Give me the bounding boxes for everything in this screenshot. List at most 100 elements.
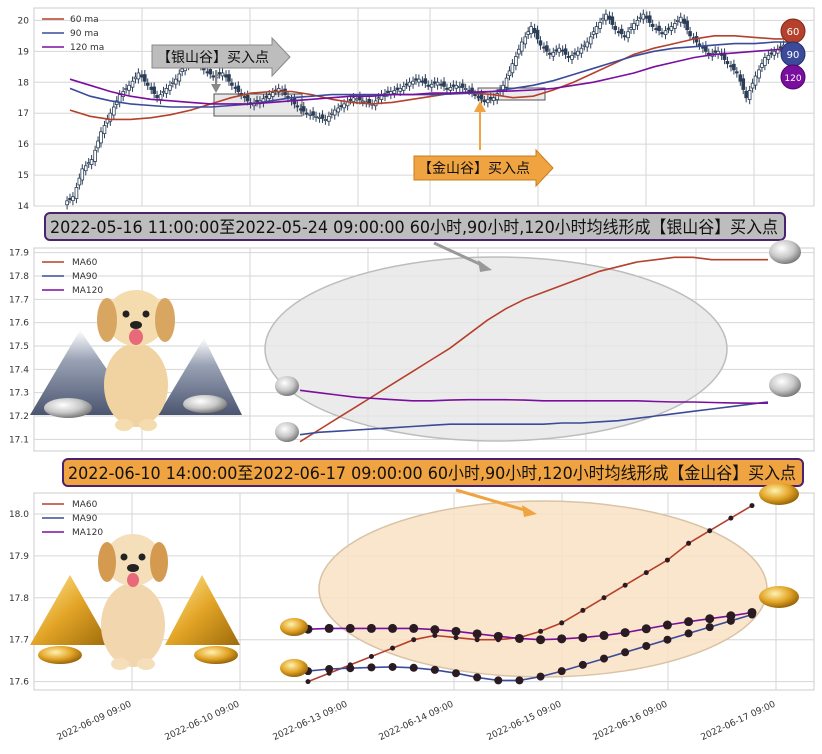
candle-body: [423, 78, 428, 84]
candle-body: [205, 71, 210, 74]
silver-banner-text: 2022-05-16 11:00:00至2022-05-24 09:00:00 …: [50, 218, 778, 238]
candle-body: [638, 16, 643, 19]
candle-body: [339, 105, 343, 108]
candle-body: [439, 83, 443, 86]
candle-body: [463, 88, 468, 91]
gold-pyramid-right: [165, 575, 240, 645]
candle-body: [535, 29, 540, 40]
candle-body: [560, 49, 565, 52]
candle-body: [301, 106, 306, 112]
candle-body: [140, 74, 144, 78]
ma90-point: [388, 662, 397, 671]
ma120-point: [536, 635, 546, 645]
badge-90-label: 90: [787, 50, 800, 61]
ma60-point: [474, 637, 480, 643]
gold-valley-panel: 17.617.717.817.918.0 2022-06-09 09:00 202…: [9, 483, 815, 743]
candle-body: [224, 74, 228, 78]
candle-body: [99, 131, 103, 144]
ma120-line: [69, 47, 796, 105]
candle-body: [164, 88, 169, 94]
legend-label-ma90-gold: MA90: [72, 514, 98, 524]
candle-body: [744, 90, 748, 99]
candle-body: [542, 46, 546, 49]
candle-body: [102, 125, 107, 135]
candle-body: [504, 77, 509, 88]
candle-body: [678, 16, 683, 23]
candle-body: [320, 114, 325, 119]
gold-ma-lines: [303, 503, 757, 685]
candle-body: [68, 197, 72, 200]
dog-icon: [97, 290, 175, 431]
gold-ingot-icon: [280, 618, 308, 636]
candle-body: [576, 50, 580, 56]
candle-body: [607, 15, 612, 20]
ma120-point: [747, 607, 757, 617]
overview-y-tick-label: 14: [18, 202, 30, 212]
candle-body: [645, 15, 649, 19]
silver-highlight-ellipse: [264, 256, 728, 442]
candle-body: [432, 81, 437, 84]
candle-body: [323, 118, 328, 121]
candle-body: [616, 31, 621, 34]
candle-body: [557, 47, 561, 53]
candle-body: [311, 111, 315, 116]
candle-body: [145, 82, 150, 86]
candle-body: [429, 83, 434, 88]
candle-body: [108, 112, 113, 122]
candle-body: [417, 78, 421, 83]
overview-y-tick-label: 20: [18, 16, 30, 26]
silver-y-tick-label: 17.3: [9, 389, 29, 399]
silver-ingot-right: [183, 395, 227, 413]
silver-y-tick-label: 17.4: [9, 365, 29, 375]
gold-arrow-shape: [413, 148, 554, 188]
silver-arrow-shape: [151, 36, 291, 78]
ma60-point: [601, 595, 607, 601]
candle-body: [579, 47, 584, 54]
candle-body: [585, 41, 590, 48]
candle-body: [445, 87, 449, 90]
ma90-point: [473, 673, 482, 682]
candle-body: [551, 51, 556, 57]
candle-body: [208, 69, 213, 75]
gold-ingot-left: [38, 646, 82, 664]
candle-body: [523, 36, 528, 45]
candle-body: [454, 84, 459, 89]
silver-valley-arrow: 【银山谷】买入点: [151, 36, 291, 93]
candle-body: [601, 17, 605, 21]
candle-body: [451, 84, 456, 87]
candle-body: [654, 28, 658, 31]
gold-x-tick-label: 2022-06-10 09:00: [164, 700, 242, 743]
gold-banner-text: 2022-06-10 14:00:00至2022-06-17 09:00:00 …: [68, 464, 796, 484]
candle-body: [414, 78, 418, 81]
silver-illustration: [30, 290, 242, 431]
candle-body: [697, 43, 702, 46]
candle-body: [171, 81, 175, 84]
candle-body: [211, 75, 215, 78]
silver-y-tick-label: 17.6: [9, 319, 29, 329]
ma90-line: [299, 401, 769, 436]
gold-illustration: [30, 534, 240, 670]
ma90-point: [663, 635, 672, 644]
legend-label-ma120: MA120: [72, 286, 103, 296]
candle-body: [476, 96, 481, 99]
candle-body: [127, 84, 131, 91]
candle-body: [143, 74, 147, 82]
candle-body: [613, 25, 618, 31]
ma60-point: [453, 635, 459, 641]
ma120-point: [578, 633, 588, 643]
overview-y-ticks: 14 15 16 17 18 19 20: [18, 16, 30, 212]
ma90-point: [600, 654, 608, 663]
candle-body: [308, 113, 312, 116]
ma60-point: [305, 679, 311, 685]
candle-body: [233, 86, 238, 89]
ma120-point: [472, 629, 482, 639]
candle-body: [435, 81, 440, 86]
candle-body: [741, 78, 746, 90]
candle-body: [641, 13, 646, 20]
ma90-point: [684, 629, 693, 638]
silver-y-tick-label: 17.8: [9, 272, 29, 282]
legend-label-60ma: 60 ma: [70, 15, 99, 25]
overview-panel: 14 15 16 17 18 19 20 60 ma 90 ma 120 ma 【银山谷】买…: [18, 7, 815, 212]
candle-body: [604, 13, 608, 21]
candle-body: [314, 115, 318, 118]
